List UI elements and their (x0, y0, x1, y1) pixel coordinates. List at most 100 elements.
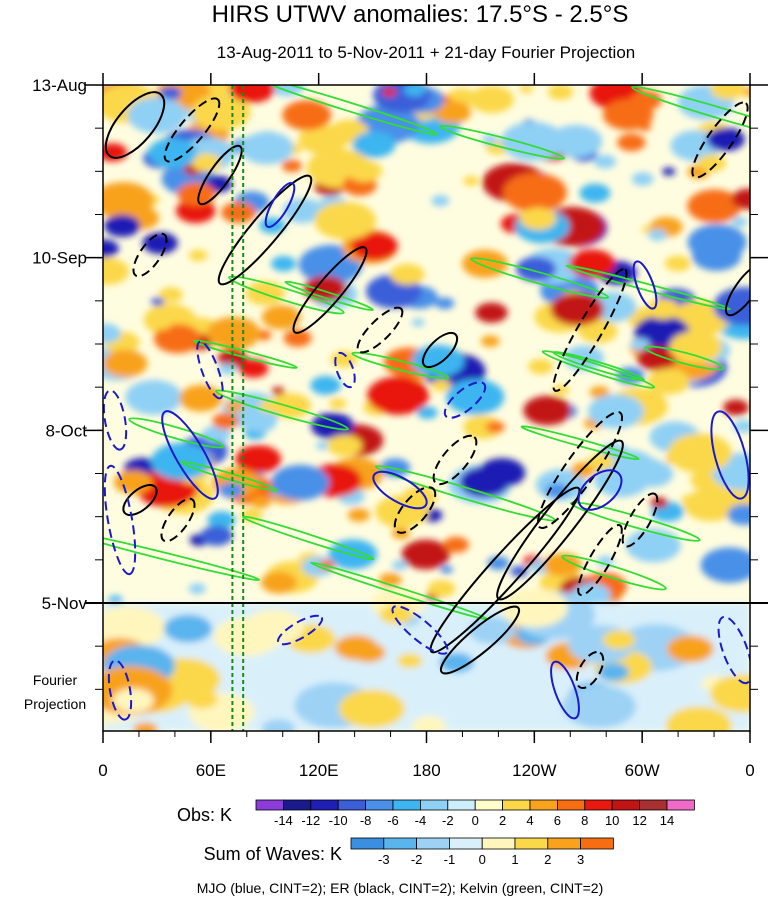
y-tick-label: 5-Nov (42, 594, 88, 613)
kelvin-contour (241, 515, 375, 561)
anomaly-field (103, 85, 750, 731)
anomaly-patch (212, 412, 239, 430)
anomaly-patch (329, 398, 347, 409)
colorbar-level-label: 12 (632, 813, 646, 828)
anomaly-patch (229, 85, 276, 103)
mjo-contour (550, 660, 580, 720)
anomaly-patch (683, 488, 738, 522)
anomaly-patch (298, 124, 348, 155)
kelvin-contour (215, 389, 349, 431)
anomaly-patch (431, 195, 450, 207)
anomaly-patch (104, 214, 141, 237)
mjo-contour (161, 410, 219, 500)
colorbar-swatch (383, 837, 417, 850)
anomaly-patch (310, 375, 341, 395)
y-tick-label: 13-Aug (32, 76, 87, 95)
mjo-contour (391, 605, 449, 655)
chart-title: HIRS UTWV anomalies: 17.5°S - 2.5°S (212, 1, 629, 28)
anomaly-patch (646, 298, 680, 320)
colorbar-level-label: 6 (554, 813, 561, 828)
colorbar-swatch (514, 837, 549, 850)
colorbar-swatch (481, 837, 516, 850)
mjo-contour (107, 659, 133, 721)
anomaly-patch (103, 258, 130, 285)
er-contour (122, 484, 158, 516)
projection-label-line1: Fourier (33, 672, 78, 688)
anomaly-patch (549, 124, 603, 158)
anomaly-patch (617, 133, 646, 152)
er-contour (439, 605, 521, 675)
colorbar-level-label: 0 (479, 852, 486, 867)
anomaly-patch (381, 87, 397, 97)
anomaly-patch (375, 495, 429, 529)
colorbar-swatch (584, 799, 613, 811)
anomaly-patch (177, 182, 216, 206)
obs-colorbar-label: Obs: K (177, 805, 232, 825)
waves-colorbar: -3 -2 -1 0 1 2 3 (350, 837, 614, 867)
kelvin-contour (541, 350, 656, 389)
mjo-contour (103, 389, 128, 451)
er-contour (104, 91, 166, 159)
anomaly-patch (389, 263, 425, 285)
chart-subtitle: 13-Aug-2011 to 5-Nov-2011 + 21-day Fouri… (217, 43, 635, 62)
colorbar-swatch (255, 799, 284, 811)
kelvin-contour (103, 532, 261, 582)
anomaly-patch (282, 100, 332, 131)
anomaly-patch (103, 182, 154, 220)
anomaly-patch (510, 566, 529, 577)
anomaly-patch (207, 511, 236, 529)
anomaly-patch (367, 376, 429, 415)
mjo-contour (334, 351, 356, 389)
projection-patch (379, 604, 414, 625)
projection-patch (164, 614, 213, 643)
anomaly-patch (281, 159, 303, 173)
anomaly-patch (579, 183, 611, 203)
mjo-contour (710, 410, 750, 500)
anomaly-patch (401, 539, 450, 570)
projection-patch (412, 715, 446, 731)
x-tick-label: 60W (625, 761, 660, 780)
anomaly-patch (547, 85, 574, 100)
anomaly-patch (373, 85, 431, 113)
mjo-contour (196, 340, 224, 400)
colorbar-level-label: -10 (329, 813, 348, 828)
anomaly-patch (240, 131, 294, 165)
y-axis: 13-Aug 10-Sep 8-Oct 5-Nov (32, 76, 768, 690)
wave-contours (103, 85, 750, 721)
colorbar-swatch (557, 799, 586, 811)
anomaly-patch (550, 292, 605, 326)
anomaly-patch (346, 160, 383, 183)
mjo-contour (276, 614, 324, 646)
er-contour (217, 174, 313, 286)
anomaly-patch (463, 176, 480, 186)
anomaly-patch (431, 379, 452, 392)
kelvin-contour (565, 264, 731, 311)
anomaly-patch (150, 297, 165, 306)
er-contour (537, 411, 623, 529)
colorbar-swatch (448, 837, 483, 850)
anomaly-patch (283, 329, 312, 347)
anomaly-patch (103, 323, 122, 344)
anomaly-patch (153, 324, 202, 354)
er-contour (132, 232, 168, 278)
projection-patch (439, 652, 474, 673)
anomaly-patch (188, 249, 208, 262)
projection-patch (562, 685, 637, 728)
kelvin-contour (561, 554, 667, 591)
anomaly-patch (713, 287, 750, 326)
anomaly-patch (243, 412, 277, 433)
kelvin-contour (179, 460, 279, 492)
colorbar-swatch (474, 799, 504, 811)
anomaly-patch (629, 90, 662, 111)
anomaly-patch (700, 547, 750, 583)
colorbar-level-label: 2 (544, 852, 551, 867)
anomaly-patch (516, 256, 557, 282)
anomaly-patch (691, 240, 742, 271)
er-contour (552, 268, 628, 392)
colorbar-swatch (502, 799, 531, 811)
anomaly-patch (218, 482, 244, 498)
waves-colorbar-label: Sum of Waves: K (204, 844, 342, 864)
anomaly-patch (206, 316, 261, 350)
anomaly-patch (417, 406, 438, 420)
